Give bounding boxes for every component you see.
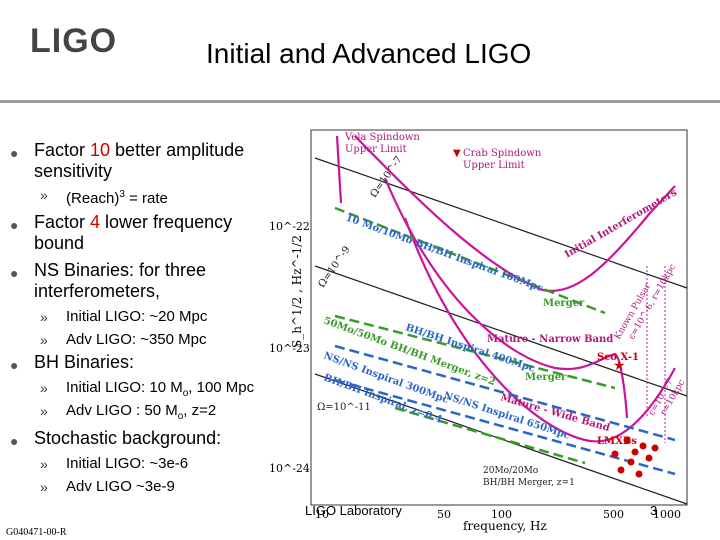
bh10-inspiral-line [334,206,606,315]
y-tick-1e-22: 10^-22 [269,220,310,233]
slide-title: Initial and Advanced LIGO [206,38,532,69]
sub-bullet-bh-adv: » Adv LIGO : 50 Mo, z=2 [40,402,217,422]
initial-ifo-label: Initial Interferometers [563,187,679,260]
sub-bullet-ns-initial: » Initial LIGO: ~20 Mpc [40,308,208,325]
ligo-logo: LIGO [30,22,118,60]
bullet-dot-icon: ● [10,357,19,373]
lmxb-points [611,436,659,478]
chevron-icon: » [40,309,48,325]
sco-x1-star-icon: ★ [613,358,626,374]
bh400-label: BH/BH Inspiral 400Mpc [404,322,536,374]
omega9-label: Ω=10^-9 [316,244,352,289]
sub-bullet-ns-adv: » Adv LIGO: ~350 Mpc [40,331,207,348]
header-rule [0,100,720,103]
nsns300-line [334,344,676,442]
omega-9-line [314,265,688,397]
chevron-icon: » [40,332,48,348]
y-tick-1e-23: 10^-23 [269,342,310,355]
bullet-dot-icon: ● [10,265,19,281]
omega-7-line [314,157,688,289]
chevron-icon: » [40,456,48,472]
y-tick-1e-24: 10^-24 [269,462,310,475]
chevron-icon: » [40,479,48,495]
x-tick-100: 100 [491,508,512,521]
x-tick-1000: 1000 [653,508,681,521]
omega11-label: Ω=10^-11 [317,402,371,413]
merger2-label: Merger [525,372,567,383]
x-tick-50: 50 [437,508,451,521]
bullet-bh-binaries: ● BH Binaries: [10,352,134,373]
sub-bullet-stoch-initial: » Initial LIGO: ~3e-6 [40,455,189,472]
chevron-icon: » [40,187,48,203]
x-axis-label: frequency, Hz [463,519,547,533]
bh50-inspiral-line [334,314,616,390]
omega7-label: Ω=10^-7 [368,154,404,199]
sub-bullet-reach: » (Reach)3 = rate [40,187,168,207]
crab-label: Crab Spindown [463,148,542,159]
chevron-icon: » [40,380,48,396]
plot-frame [310,129,688,506]
bullet-stochastic: ● Stochastic background: [10,428,221,449]
bullet-amplitude: ● Factor 10 better amplitude sensitivity [10,140,245,181]
bh20-label-2: BH/BH Merger, z=1 [483,478,575,488]
x-tick-500: 500 [603,508,624,521]
mature-wide-band-curve [403,217,676,443]
document-id: G040471-00-R [6,527,67,538]
mature-narrow-band-curve [383,177,629,419]
nsns650-line [334,378,676,476]
mature-narrow-label: Mature - Narrow Band [487,334,613,345]
sco-x1-label: Sco X-1 [597,352,639,363]
sub-bullet-bh-initial: » Initial LIGO: 10 Mo, 100 Mpc [40,379,255,399]
footer-lab: LIGO Laboratory [305,503,402,518]
merger1-label: Merger [543,298,585,309]
bullet-frequency: ● Factor 4 lower frequency bound [10,212,233,253]
bullet-dot-icon: ● [10,145,19,161]
vela-limit-line [335,135,343,204]
bh20-label: 20Mo/20Mo [483,466,538,476]
sensitivity-chart: ★ ▼ Vela Spindown Upper Limit Crab Spind… [269,129,688,533]
x-tick-10: 10 [315,508,329,521]
vela-label-2: Upper Limit [345,144,407,155]
lmxbs-label: LMXBs [597,436,637,447]
highlight-number: 10 [90,140,111,160]
bullet-dot-icon: ● [10,433,19,449]
chevron-icon: » [40,403,48,419]
crab-label-2: Upper Limit [463,160,525,171]
bh20-merger-line [394,406,586,465]
bullet-ns-binaries: ● NS Binaries: for three interferometers… [10,260,207,301]
bullet-dot-icon: ● [10,217,19,233]
vela-label: Vela Spindown [344,132,420,143]
crab-triangle-icon: ▼ [453,148,461,159]
highlight-number: 4 [90,212,101,232]
initial-ifo-curve [354,135,676,292]
sub-bullet-stoch-adv: » Adv LIGO ~3e-9 [40,478,175,495]
page-number: 3 [650,503,658,518]
y-axis-label: S_h^1/2 , Hz^-1/2 [290,235,304,348]
